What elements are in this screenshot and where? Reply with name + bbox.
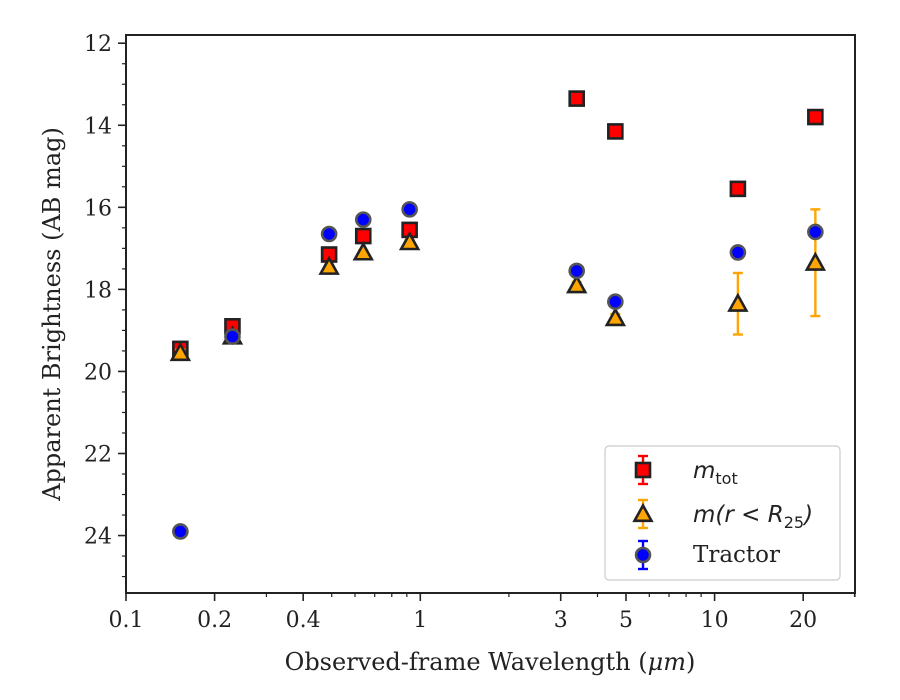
legend-markers bbox=[632, 454, 654, 571]
data-point bbox=[172, 523, 189, 540]
x-tick-label: 1 bbox=[413, 608, 427, 633]
data-point bbox=[807, 223, 824, 241]
data-point bbox=[354, 227, 372, 245]
data-point bbox=[807, 108, 824, 126]
y-tick-label: 22 bbox=[84, 443, 112, 468]
data-point bbox=[607, 123, 624, 140]
y-tick-label: 16 bbox=[84, 196, 112, 221]
data-point bbox=[607, 293, 624, 310]
y-tick-label: 24 bbox=[84, 525, 112, 550]
data-point bbox=[804, 251, 827, 271]
y-tick-label: 14 bbox=[84, 114, 112, 139]
axes-ticks: 0.1 0.2 0.4 1 3 5 10 20 12 14 16 18 20 22 24 bbox=[84, 32, 856, 633]
data-point bbox=[398, 231, 421, 251]
y-tick-label: 20 bbox=[84, 360, 112, 385]
legend-label-m-r25: m(r < R25) bbox=[693, 502, 813, 532]
plot-frame bbox=[125, 34, 856, 594]
data-point bbox=[318, 255, 340, 275]
x-tick-label: 3 bbox=[554, 608, 568, 633]
x-tick-label: 10 bbox=[701, 608, 729, 633]
x-tick-label: 0.4 bbox=[286, 608, 321, 633]
data-point bbox=[604, 306, 627, 327]
data-point bbox=[352, 241, 374, 261]
legend-box bbox=[604, 445, 841, 581]
plot-data bbox=[169, 90, 827, 540]
data-point bbox=[169, 341, 192, 362]
data-point bbox=[727, 292, 749, 312]
series-tractor bbox=[172, 201, 824, 540]
x-tick-label: 0.1 bbox=[109, 608, 144, 633]
y-tick-label: 18 bbox=[84, 278, 112, 303]
data-point bbox=[568, 90, 586, 107]
data-point bbox=[568, 262, 586, 280]
data-point bbox=[320, 225, 338, 243]
legend: mtot m(r < R25) Tractor bbox=[604, 445, 841, 581]
x-axis-label: Observed-frame Wavelength (μm) bbox=[285, 648, 696, 676]
data-point bbox=[729, 180, 747, 198]
data-point bbox=[354, 211, 372, 228]
x-tick-label: 0.2 bbox=[197, 608, 232, 633]
data-point bbox=[565, 274, 588, 294]
data-point bbox=[224, 328, 241, 345]
legend-marker bbox=[634, 546, 652, 564]
y-tick-label: 12 bbox=[84, 32, 112, 57]
y-axis-label: Apparent Brightness (AB mag) bbox=[38, 127, 66, 502]
data-point bbox=[401, 201, 418, 218]
legend-marker bbox=[634, 461, 652, 479]
x-tick-label: 20 bbox=[789, 608, 817, 633]
series-mtot bbox=[172, 90, 824, 358]
legend-marker bbox=[632, 502, 654, 523]
x-tick-label: 5 bbox=[619, 608, 633, 633]
legend-label-mtot: mtot bbox=[693, 458, 738, 488]
legend-label-tractor: Tractor bbox=[693, 542, 780, 568]
data-point bbox=[729, 244, 747, 261]
